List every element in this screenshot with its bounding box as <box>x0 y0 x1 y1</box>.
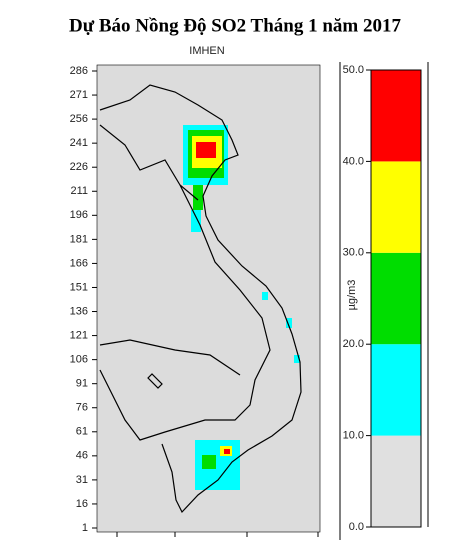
colorbar-segment <box>371 161 421 253</box>
y-tick-label: 226 <box>70 161 88 173</box>
y-tick-label: 286 <box>70 65 88 77</box>
cell <box>193 185 203 210</box>
y-tick-label: 136 <box>70 305 88 317</box>
y-tick-label: 46 <box>76 450 88 462</box>
y-tick-label: 106 <box>70 354 88 366</box>
colorbar-tick-label: 20.0 <box>343 338 364 350</box>
x-ticks <box>116 532 319 537</box>
y-tick-label: 1 <box>82 522 88 534</box>
cell <box>196 142 216 158</box>
concentration-field <box>183 125 300 490</box>
cell <box>195 440 240 490</box>
colorbar-tick-label: 50.0 <box>343 64 364 76</box>
colorbar-tick-label: 40.0 <box>343 155 364 167</box>
colorbar-tick-label: 0.0 <box>349 521 364 533</box>
colorbar-tick-label: 30.0 <box>343 247 364 259</box>
cell <box>294 355 300 363</box>
subtitle: IMHEN <box>189 45 225 57</box>
coastline <box>99 84 302 514</box>
y-tick-label: 196 <box>70 209 88 221</box>
border <box>99 124 271 441</box>
colorbar-label: µg/m3 <box>346 280 358 311</box>
cell <box>202 455 216 469</box>
y-tick-label: 121 <box>70 329 88 341</box>
y-tick-label: 16 <box>76 498 88 510</box>
cell <box>286 318 292 328</box>
y-tick-label: 76 <box>76 402 88 414</box>
colorbar-segment <box>371 344 421 436</box>
y-tick-label: 31 <box>76 474 88 486</box>
y-tick-label: 151 <box>70 281 88 293</box>
colorbar-segment <box>371 70 421 162</box>
colorbar-segment <box>371 252 421 345</box>
colorbar-segment <box>371 435 421 527</box>
title: Dự Báo Nồng Độ SO2 Tháng 1 năm 2017 <box>69 15 402 36</box>
cell <box>191 210 201 232</box>
y-tick-label: 271 <box>70 89 88 101</box>
y-tick-label: 91 <box>76 378 88 390</box>
y-tick-label: 166 <box>70 257 88 269</box>
y-tick-label: 181 <box>70 233 88 245</box>
map-frame <box>96 64 321 533</box>
cell <box>224 449 230 454</box>
colorbar-outline <box>370 69 422 528</box>
cell <box>262 292 268 300</box>
y-tick-label: 256 <box>70 113 88 125</box>
y-tick-label: 241 <box>70 137 88 149</box>
y-tick-label: 211 <box>70 185 88 197</box>
colorbar-tick-label: 10.0 <box>343 430 364 442</box>
y-tick-label: 61 <box>76 426 88 438</box>
